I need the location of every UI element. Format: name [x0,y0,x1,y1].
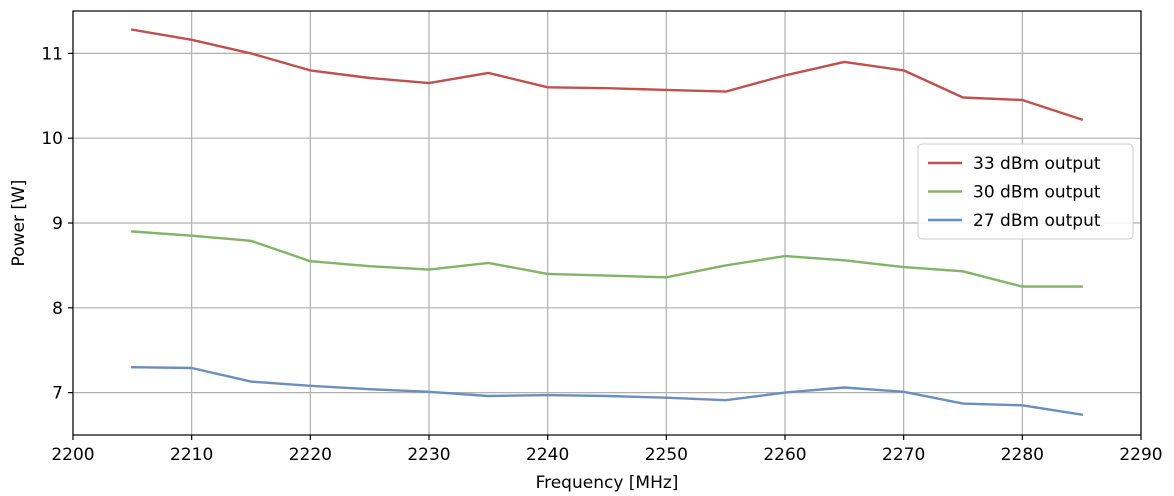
x-tick-label: 2290 [1119,445,1162,465]
x-tick-label: 2260 [763,445,806,465]
x-tick-label: 2230 [407,445,450,465]
x-axis-ticks: 2200 2210 2220 2230 2240 2250 2260 2270 2280 2290 [51,435,1163,465]
x-tick-label: 2270 [882,445,925,465]
legend-label: 27 dBm output [973,211,1101,231]
x-tick-label: 2280 [1001,445,1044,465]
series-lines [130,28,1084,416]
legend-label: 33 dBm output [973,154,1101,174]
x-tick-label: 2240 [526,445,569,465]
y-tick-label: 11 [41,44,63,64]
legend-label: 30 dBm output [973,183,1101,203]
series-line [131,365,1084,416]
y-axis-label: Power [W] [9,180,29,267]
y-tick-label: 9 [52,214,63,234]
x-tick-label: 2220 [289,445,332,465]
x-axis-label: Frequency [MHz] [536,473,679,493]
x-tick-label: 2210 [170,445,213,465]
legend: 33 dBm output 30 dBm output 27 dBm output [917,143,1134,240]
x-tick-label: 2250 [645,445,688,465]
y-tick-label: 7 [52,384,63,404]
y-tick-label: 8 [52,299,63,319]
legend-box [917,143,1134,240]
y-tick-label: 10 [41,129,63,149]
y-axis-ticks: 7 8 9 10 11 [41,44,73,404]
x-tick-label: 2200 [51,445,94,465]
legend-items: 33 dBm output 30 dBm output 27 dBm output [928,154,1101,231]
series-line [130,28,1084,122]
series-line [131,230,1083,288]
